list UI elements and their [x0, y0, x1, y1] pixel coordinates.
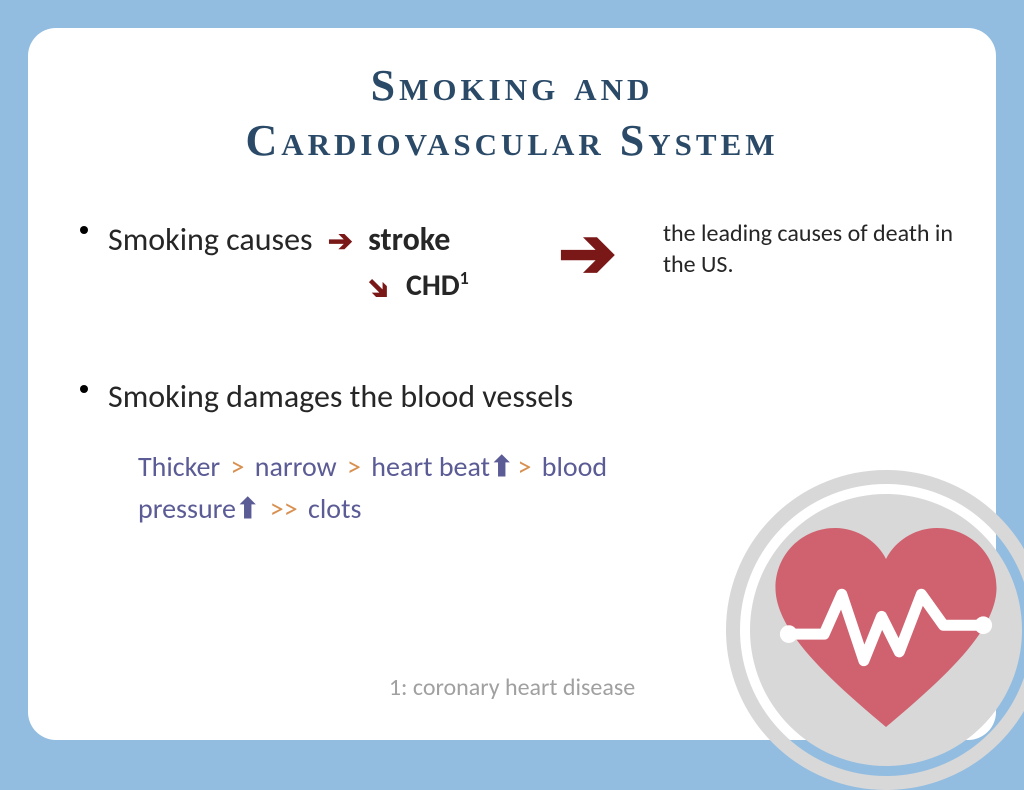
bullet1-side-text: the leading causes of death in the US. — [663, 218, 963, 280]
bullet1-chd-sup: 1 — [460, 267, 469, 289]
bullet2-chain: Thicker > narrow > heart beat⬆> blood pr… — [138, 446, 688, 530]
title-line-1: Smoking and — [371, 61, 654, 110]
up-arrow-icon: ⬆ — [236, 491, 259, 526]
chain-w2: narrow — [255, 449, 337, 484]
heart-badge-icon — [726, 470, 1024, 790]
chain-w3: heart beat — [371, 449, 490, 484]
chain-w1: Thicker — [138, 449, 220, 484]
up-arrow-icon: ⬆ — [490, 449, 513, 484]
content-card: Smoking and Cardiovascular System Smokin… — [28, 28, 996, 740]
chain-sep: > — [230, 449, 244, 484]
big-arrow-right-icon: ➔ — [558, 218, 617, 288]
slide-title: Smoking and Cardiovascular System — [78, 58, 946, 168]
bullet1-lead: Smoking causes — [108, 220, 313, 259]
heart-icon — [774, 528, 998, 738]
bullet-dot-icon — [80, 385, 88, 393]
arrow-right-icon: ➔ — [328, 221, 353, 263]
chain-w5: clots — [308, 491, 361, 526]
bullet1-chd: CHD — [406, 267, 460, 304]
chain-sep-double: >> — [270, 491, 298, 526]
bullet1-stroke: stroke — [368, 220, 450, 259]
title-line-2: Cardiovascular System — [245, 116, 778, 165]
bullet-item-1: Smoking causes ➔ stroke ➔ CHD1 ➔ the lea… — [108, 218, 946, 307]
bullet2-text: Smoking damages the blood vessels — [108, 377, 946, 416]
bullet-dot-icon — [80, 226, 88, 234]
chain-sep: > — [347, 449, 361, 484]
chain-sep: > — [517, 449, 531, 484]
arrow-diag-icon: ➔ — [357, 266, 401, 310]
